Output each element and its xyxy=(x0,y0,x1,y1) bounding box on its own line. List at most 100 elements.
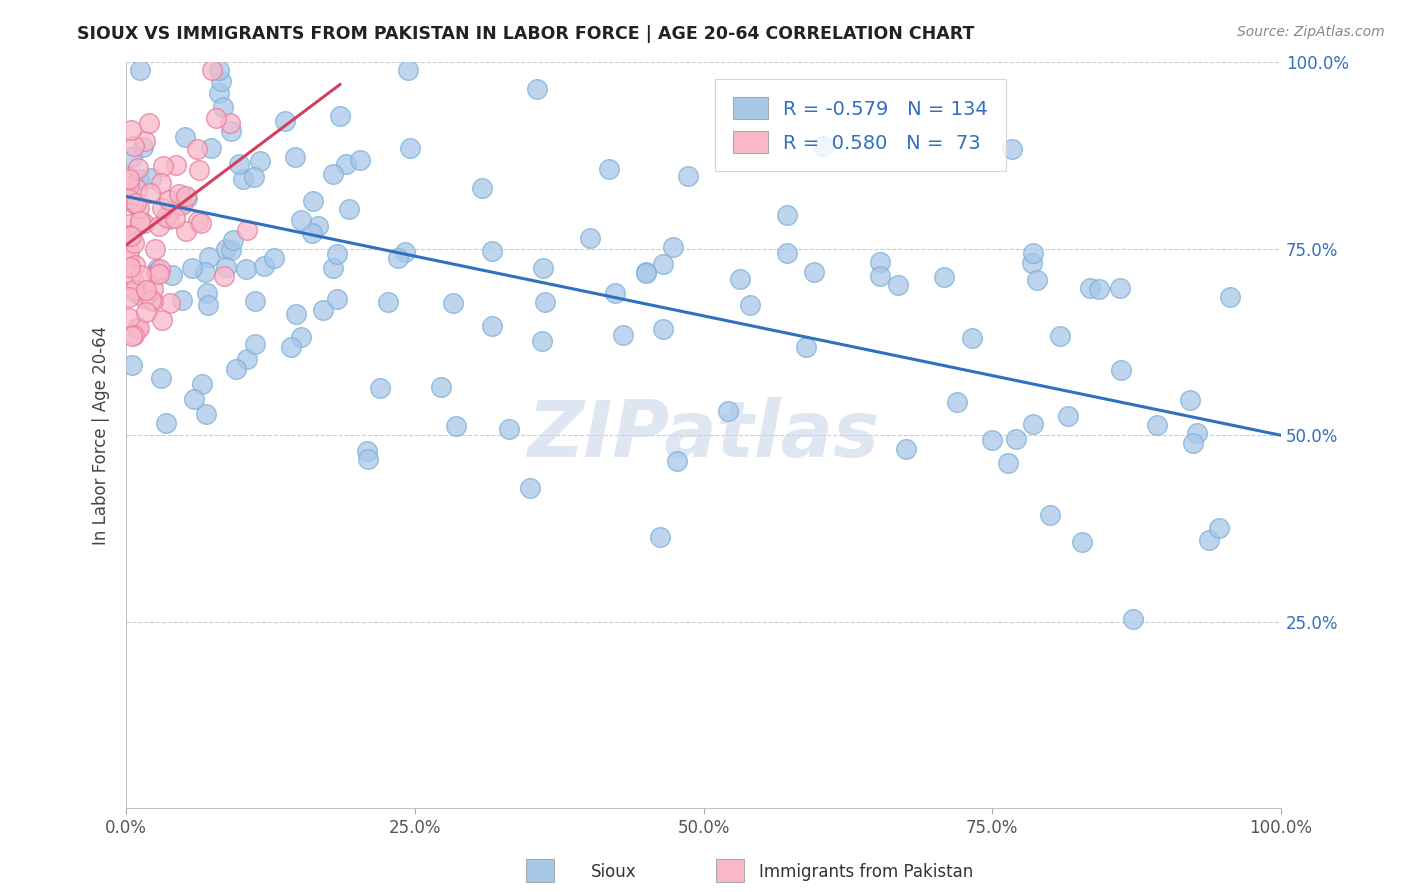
Point xyxy=(481,318,503,333)
Point xyxy=(326,292,349,306)
Point xyxy=(132,139,155,153)
Point xyxy=(190,216,212,230)
Point xyxy=(121,329,143,343)
Point xyxy=(444,419,467,434)
Point xyxy=(132,216,155,230)
Point xyxy=(186,142,208,156)
Point xyxy=(1122,611,1144,625)
Point xyxy=(139,293,162,307)
Point xyxy=(1071,535,1094,549)
Point xyxy=(1198,533,1220,548)
Point xyxy=(150,313,173,327)
Point xyxy=(200,141,222,155)
Point xyxy=(120,228,142,243)
Point xyxy=(285,308,308,322)
Point xyxy=(121,359,143,373)
Point xyxy=(430,380,453,394)
Point xyxy=(219,116,242,130)
Point xyxy=(148,219,170,234)
Point xyxy=(128,215,150,229)
Point xyxy=(290,212,312,227)
Point xyxy=(312,302,335,317)
Point xyxy=(1185,425,1208,440)
Point xyxy=(120,123,142,137)
Point xyxy=(232,172,254,186)
Point xyxy=(530,334,553,348)
Point xyxy=(236,223,259,237)
Point xyxy=(775,245,797,260)
Point xyxy=(243,336,266,351)
Point xyxy=(356,444,378,458)
Point xyxy=(253,259,276,273)
Point xyxy=(886,277,908,292)
Point xyxy=(1146,417,1168,432)
Point xyxy=(176,191,198,205)
Point xyxy=(1049,329,1071,343)
Point xyxy=(1025,273,1047,287)
Point xyxy=(124,138,146,153)
Point xyxy=(531,260,554,275)
Point xyxy=(396,62,419,77)
Point xyxy=(138,116,160,130)
Point xyxy=(159,296,181,310)
Point xyxy=(981,433,1004,447)
Point xyxy=(125,321,148,335)
Point xyxy=(307,219,329,234)
Point xyxy=(205,112,228,126)
Text: Immigrants from Pakistan: Immigrants from Pakistan xyxy=(759,863,973,881)
Point xyxy=(195,407,218,421)
Point xyxy=(605,286,627,301)
Point xyxy=(142,282,165,296)
Point xyxy=(1056,409,1078,423)
Point xyxy=(651,322,673,336)
Point xyxy=(665,454,688,468)
Point xyxy=(1021,417,1043,432)
Point xyxy=(132,291,155,305)
Point xyxy=(290,329,312,343)
Point xyxy=(127,182,149,196)
Point xyxy=(1005,432,1028,446)
Point xyxy=(135,287,157,301)
Point xyxy=(1088,282,1111,296)
Point xyxy=(121,150,143,164)
Point xyxy=(1039,508,1062,522)
Point xyxy=(124,236,146,251)
Point xyxy=(117,227,139,242)
Point xyxy=(738,298,761,312)
Point xyxy=(249,153,271,168)
Point xyxy=(187,163,209,178)
FancyBboxPatch shape xyxy=(716,859,744,882)
Point xyxy=(803,265,825,279)
Point xyxy=(172,293,194,308)
Point xyxy=(534,295,557,310)
Point xyxy=(157,193,180,207)
Point xyxy=(174,188,197,202)
Point xyxy=(357,452,380,467)
Point xyxy=(1208,521,1230,535)
Point xyxy=(139,171,162,186)
Point xyxy=(284,150,307,164)
Point xyxy=(811,138,834,153)
Point xyxy=(127,286,149,301)
Point xyxy=(263,251,285,265)
Point xyxy=(135,283,157,297)
Point xyxy=(399,141,422,155)
Point xyxy=(118,172,141,186)
Point xyxy=(122,196,145,211)
Point xyxy=(124,196,146,211)
Point xyxy=(122,283,145,297)
Point xyxy=(146,262,169,277)
Point xyxy=(1078,281,1101,295)
Point xyxy=(274,114,297,128)
Point xyxy=(148,267,170,281)
Point xyxy=(149,371,172,385)
Point xyxy=(997,456,1019,470)
Point xyxy=(143,243,166,257)
Point xyxy=(167,186,190,201)
Point xyxy=(598,161,620,176)
Text: Source: ZipAtlas.com: Source: ZipAtlas.com xyxy=(1237,25,1385,39)
Point xyxy=(243,294,266,309)
Point xyxy=(122,275,145,289)
Point xyxy=(120,267,142,281)
Point xyxy=(441,296,464,310)
